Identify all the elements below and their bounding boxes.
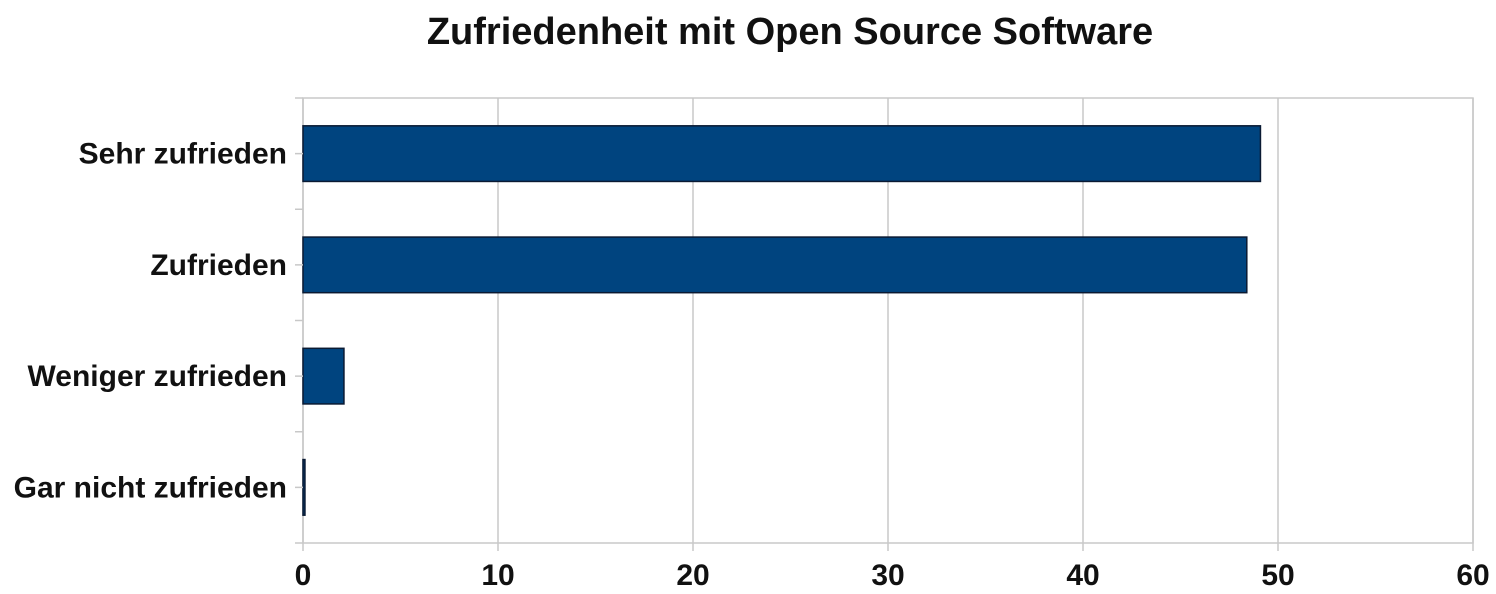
x-tick-label: 20 [676,559,709,592]
x-tick-label: 0 [295,559,312,592]
category-label: Gar nicht zufrieden [14,471,287,504]
x-tick-label: 30 [871,559,904,592]
x-tick-label: 50 [1261,559,1294,592]
category-label: Sehr zufrieden [79,138,287,171]
bar [302,458,306,516]
bar [302,125,1262,183]
bar [302,236,1248,294]
bars [302,125,1262,516]
x-tick-label: 10 [481,559,514,592]
bar [302,347,345,405]
category-label: Zufrieden [150,249,287,282]
tick-labels: 0 10 20 30 40 50 60 [295,559,1490,592]
axes [295,97,1474,551]
chart-title: Zufriedenheit mit Open Source Software [427,11,1153,53]
category-labels: Sehr zufrieden Zufrieden Weniger zufrieden… [14,138,287,505]
x-tick-label: 60 [1456,559,1489,592]
x-tick-label: 40 [1066,559,1099,592]
category-label: Weniger zufrieden [28,360,287,393]
